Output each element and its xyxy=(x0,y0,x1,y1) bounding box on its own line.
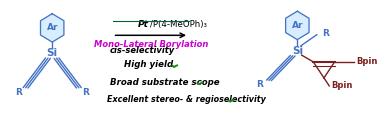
Text: Ar: Ar xyxy=(291,21,303,30)
Text: /P(4-MeOPh)₃: /P(4-MeOPh)₃ xyxy=(150,20,207,28)
Text: Si: Si xyxy=(46,48,58,58)
Text: Pt: Pt xyxy=(138,20,149,28)
Text: Si: Si xyxy=(292,46,303,56)
Text: R: R xyxy=(82,88,89,97)
Text: Mono-Lateral Borylation: Mono-Lateral Borylation xyxy=(94,40,208,49)
Text: Excellent stereo- & regioselectivity: Excellent stereo- & regioselectivity xyxy=(107,95,265,104)
Text: Broad substrate scope: Broad substrate scope xyxy=(110,78,220,87)
Text: R: R xyxy=(257,80,263,89)
Text: High yield: High yield xyxy=(124,60,174,70)
Text: Bpin: Bpin xyxy=(356,57,377,66)
Text: cis-selectivity: cis-selectivity xyxy=(110,46,175,55)
Polygon shape xyxy=(286,11,309,40)
Polygon shape xyxy=(40,14,64,42)
Text: R: R xyxy=(15,88,22,97)
Text: Bpin: Bpin xyxy=(331,82,352,90)
Text: R: R xyxy=(322,29,329,38)
Text: Ar: Ar xyxy=(46,23,58,32)
